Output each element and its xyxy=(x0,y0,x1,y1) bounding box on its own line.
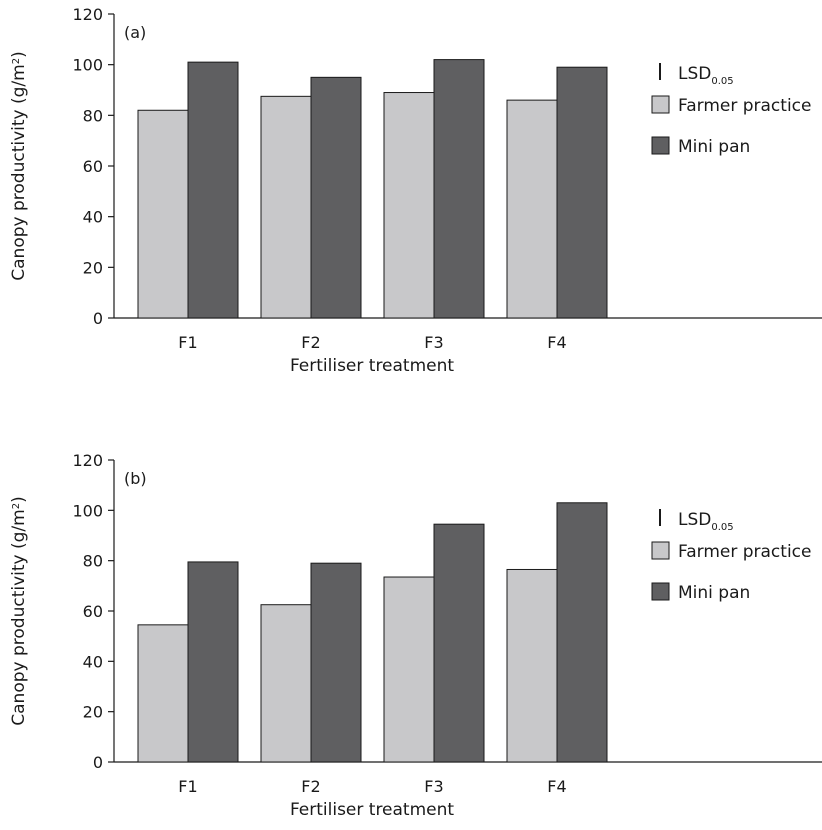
legend-label-mini-pan: Mini pan xyxy=(678,583,750,603)
y-axis-title-sup: 2 xyxy=(11,503,22,509)
legend-lsd-label: LSD0.05 xyxy=(678,64,734,87)
y-tick-label: 40 xyxy=(83,208,103,227)
legend-lsd-label: LSD0.05 xyxy=(678,510,734,533)
y-tick-label: 120 xyxy=(72,451,103,470)
bar-f4-farmer-practice xyxy=(506,568,558,763)
bar-f2-mini-pan xyxy=(310,562,362,763)
y-axis-title-end: ) xyxy=(9,51,29,58)
panel-label: (b) xyxy=(124,469,147,488)
x-axis-title: Fertiliser treatment xyxy=(290,800,454,820)
bar-f1-mini-pan xyxy=(187,561,239,763)
y-tick-label: 40 xyxy=(83,652,103,671)
x-tick-label: F3 xyxy=(424,333,443,352)
y-axis-title-main: Canopy productivity (g/m xyxy=(9,509,29,725)
x-tick-label: F2 xyxy=(301,333,320,352)
bar-f3-farmer-practice xyxy=(383,576,435,763)
y-tick-label: 120 xyxy=(72,5,103,24)
y-tick-label: 60 xyxy=(83,157,103,176)
x-tick-label: F1 xyxy=(178,333,197,352)
y-axis-title-main: Canopy productivity (g/m xyxy=(9,64,29,280)
bar-f1-farmer-practice xyxy=(137,624,189,763)
x-tick-label: F2 xyxy=(301,777,320,796)
bar-f4-farmer-practice xyxy=(506,99,558,319)
bar-f4-mini-pan xyxy=(556,66,608,319)
chart-panel-b: 0 20 40 60 80 100 120 Canopy productivity (g/m2… xyxy=(9,451,822,820)
bar-f3-mini-pan xyxy=(433,523,485,763)
x-tick-label: F3 xyxy=(424,777,443,796)
panel-label: (a) xyxy=(124,23,146,42)
y-tick-label: 100 xyxy=(72,56,103,75)
y-tick-label: 0 xyxy=(93,753,103,772)
y-tick-label: 60 xyxy=(83,602,103,621)
legend-swatch-farmer-practice xyxy=(651,541,670,560)
legend-label-mini-pan: Mini pan xyxy=(678,137,750,157)
legend-lsd-sub: 0.05 xyxy=(711,522,733,533)
legend-swatch-mini-pan xyxy=(651,582,670,601)
legend-label-farmer-practice: Farmer practice xyxy=(678,96,811,116)
bar-f3-mini-pan xyxy=(433,59,485,319)
bar-f2-farmer-practice xyxy=(260,95,312,319)
y-axis-title: Canopy productivity (g/m2) xyxy=(9,496,29,725)
y-tick-label: 100 xyxy=(72,501,103,520)
legend: LSD0.05 Farmer practice Mini pan xyxy=(651,63,811,157)
bar-f2-farmer-practice xyxy=(260,604,312,763)
y-axis-title: Canopy productivity (g/m2) xyxy=(9,51,29,280)
y-axis-title-end: ) xyxy=(9,496,29,503)
bar-f1-mini-pan xyxy=(187,61,239,319)
bar-f4-mini-pan xyxy=(556,502,608,763)
legend-lsd-sub: 0.05 xyxy=(711,76,733,87)
x-tick-label: F4 xyxy=(547,333,566,352)
y-axis-title-sup: 2 xyxy=(11,58,22,64)
legend: LSD0.05 Farmer practice Mini pan xyxy=(651,509,811,603)
chart-panel-a: 0 20 40 60 80 100 120 Canopy productivity (g/m2… xyxy=(9,5,822,376)
x-axis-title: Fertiliser treatment xyxy=(290,356,454,376)
y-tick-label: 0 xyxy=(93,309,103,328)
legend-label-farmer-practice: Farmer practice xyxy=(678,542,811,562)
legend-swatch-mini-pan xyxy=(651,136,670,155)
legend-lsd-main: LSD xyxy=(678,64,711,84)
legend-swatch-farmer-practice xyxy=(651,95,670,114)
y-tick-label: 80 xyxy=(83,552,103,571)
x-tick-label: F1 xyxy=(178,777,197,796)
bar-f2-mini-pan xyxy=(310,76,362,319)
bar-f3-farmer-practice xyxy=(383,92,435,319)
x-tick-label: F4 xyxy=(547,777,566,796)
bar-f1-farmer-practice xyxy=(137,109,189,319)
y-tick-label: 80 xyxy=(83,106,103,125)
legend-lsd-main: LSD xyxy=(678,510,711,530)
y-tick-label: 20 xyxy=(83,258,103,277)
y-tick-label: 20 xyxy=(83,703,103,722)
